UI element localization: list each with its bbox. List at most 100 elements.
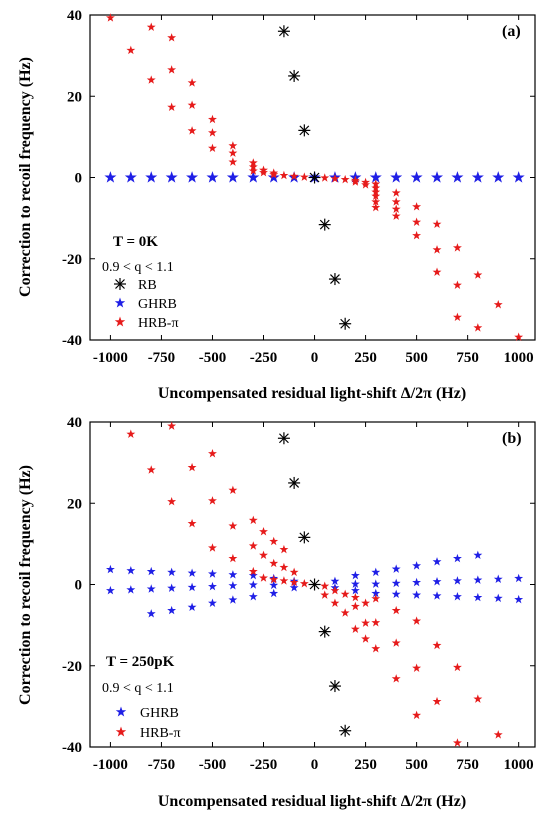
ghrb-point <box>247 171 260 183</box>
legend: GHRB HRB-π <box>115 706 181 741</box>
hrb-pi-point <box>391 638 401 647</box>
hrb-pi-point <box>371 644 381 653</box>
y-tick-label: 20 <box>67 496 82 512</box>
hrb-pi-point <box>391 211 401 220</box>
hrb-pi-point <box>432 640 442 650</box>
legend-label-rb: RB <box>138 278 157 293</box>
ghrb-point <box>512 171 525 183</box>
rb-point <box>339 724 352 737</box>
ghrb-point <box>187 568 197 577</box>
ghrb-point <box>391 578 401 588</box>
rb-point <box>298 124 311 137</box>
legend: RB GHRB HRB-π <box>114 278 179 331</box>
x-tick-label: -250 <box>250 350 278 366</box>
hrb-pi-point <box>452 280 462 289</box>
x-tick-label: -750 <box>148 350 176 366</box>
q-range-label: 0.9 < q < 1.1 <box>102 681 174 696</box>
hrb-pi-point <box>279 576 289 585</box>
hrb-pi-point <box>167 33 177 42</box>
ghrb-point <box>391 589 401 599</box>
hrb-pi-point <box>259 527 268 536</box>
y-tick-label: 0 <box>75 171 83 187</box>
ghrb-point <box>371 579 381 588</box>
hrb-pi-point <box>361 634 371 643</box>
x-tick-label: -500 <box>199 757 227 773</box>
ghrb-point <box>412 561 422 570</box>
y-tick-label: 40 <box>67 415 82 431</box>
x-tick-label: 500 <box>405 757 428 773</box>
hrb-pi-point <box>289 567 299 577</box>
y-tick-labels: -40 -20 0 20 40 <box>62 415 82 756</box>
hrb-pi-point <box>371 594 381 603</box>
x-tick-label: 0 <box>311 350 319 366</box>
ghrb-point <box>493 593 503 603</box>
ghrb-point <box>350 570 360 580</box>
hrb-pi-point <box>432 696 442 706</box>
x-tick-label: 1000 <box>504 350 534 366</box>
x-tick-label: -500 <box>199 350 227 366</box>
x-tick-label: -1000 <box>93 350 128 366</box>
ghrb-point <box>146 609 156 618</box>
ghrb-point <box>187 582 197 592</box>
ghrb-point <box>165 171 178 183</box>
ghrb-point <box>269 580 279 590</box>
rb-point <box>328 680 341 693</box>
ghrb-point <box>412 577 422 587</box>
hrb-pi-point <box>269 536 279 546</box>
hrb-pi-point <box>167 65 177 74</box>
x-tick-label: 1000 <box>504 757 534 773</box>
chart-panel-a: -1000 -750 -500 -250 0 250 500 750 1000 -40 -20 0 2… <box>17 8 536 402</box>
ghrb-point <box>228 595 238 604</box>
hrb-pi-point <box>432 219 442 229</box>
ghrb-point <box>452 553 462 563</box>
hrb-pi-point <box>350 177 360 186</box>
axis-ticks <box>90 14 535 341</box>
hrb-pi-point <box>208 496 217 505</box>
hrb-pi-point <box>279 562 289 572</box>
hrb-pi-point <box>208 449 217 458</box>
hrb-pi-point <box>167 102 177 112</box>
ghrb-point <box>432 591 442 600</box>
hrb-pi-point <box>248 541 258 550</box>
hrb-pi-point <box>320 590 330 599</box>
hrb-pi-point <box>248 515 258 525</box>
hrb-pi-point <box>452 738 462 747</box>
ghrb-point <box>208 569 217 578</box>
legend-label-ghrb: GHRB <box>138 297 177 312</box>
x-tick-label: 0 <box>311 757 319 773</box>
ghrb-point <box>187 602 197 612</box>
ghrb-point <box>371 567 381 577</box>
hrb-pi-point <box>412 663 422 672</box>
ghrb-point <box>473 575 483 584</box>
hrb-pi-point <box>208 543 217 552</box>
hrb-pi-point <box>146 465 156 474</box>
x-tick-label: -750 <box>148 757 176 773</box>
legend-label-hrb: HRB-π <box>140 726 181 741</box>
hrb-pi-point <box>371 202 381 212</box>
data-points <box>105 421 524 747</box>
ghrb-point <box>452 592 462 601</box>
y-tick-label: -40 <box>62 333 82 349</box>
temperature-label: T = 250pK <box>106 654 175 670</box>
hrb-pi-point <box>473 323 483 332</box>
ghrb-point <box>391 564 401 573</box>
ghrb-point <box>105 585 115 595</box>
rb-point <box>339 317 352 330</box>
x-tick-label: 250 <box>354 350 377 366</box>
ghrb-point <box>432 576 442 586</box>
hrb-pi-point <box>412 616 422 625</box>
hrb-pi-point <box>228 157 238 166</box>
ghrb-point <box>471 171 484 183</box>
legend-marker-ghrb <box>114 297 126 308</box>
ghrb-point <box>452 576 462 585</box>
ghrb-point <box>493 574 503 584</box>
legend-marker-hrb <box>114 316 126 327</box>
hrb-pi-point <box>187 100 197 109</box>
rb-point <box>288 69 301 82</box>
legend-marker-ghrb <box>115 706 127 717</box>
hrb-pi-point <box>493 299 503 309</box>
ghrb-point <box>167 583 177 592</box>
y-axis-label: Correction to recoil frequency (Hz) <box>17 57 34 297</box>
hrb-pi-point <box>361 598 371 607</box>
hrb-pi-point <box>259 573 268 582</box>
